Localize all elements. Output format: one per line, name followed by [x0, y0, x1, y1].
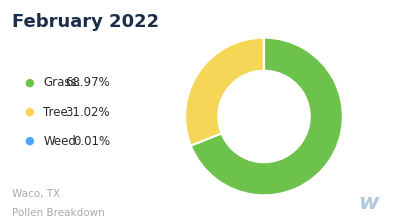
- Text: 68.97%: 68.97%: [65, 76, 110, 89]
- Text: 0.01%: 0.01%: [73, 135, 110, 148]
- Text: w: w: [358, 193, 378, 213]
- Text: February 2022: February 2022: [12, 13, 159, 31]
- Text: ●: ●: [24, 78, 34, 88]
- Wedge shape: [185, 38, 264, 146]
- Text: Tree:: Tree:: [43, 106, 72, 118]
- Text: Grass:: Grass:: [43, 76, 81, 89]
- Text: ●: ●: [24, 107, 34, 117]
- Text: Weed:: Weed:: [43, 135, 80, 148]
- Text: ●: ●: [24, 136, 34, 146]
- Text: Pollen Breakdown: Pollen Breakdown: [12, 208, 105, 218]
- Text: Waco, TX: Waco, TX: [12, 189, 60, 199]
- Text: 31.02%: 31.02%: [65, 106, 110, 118]
- Wedge shape: [191, 38, 343, 195]
